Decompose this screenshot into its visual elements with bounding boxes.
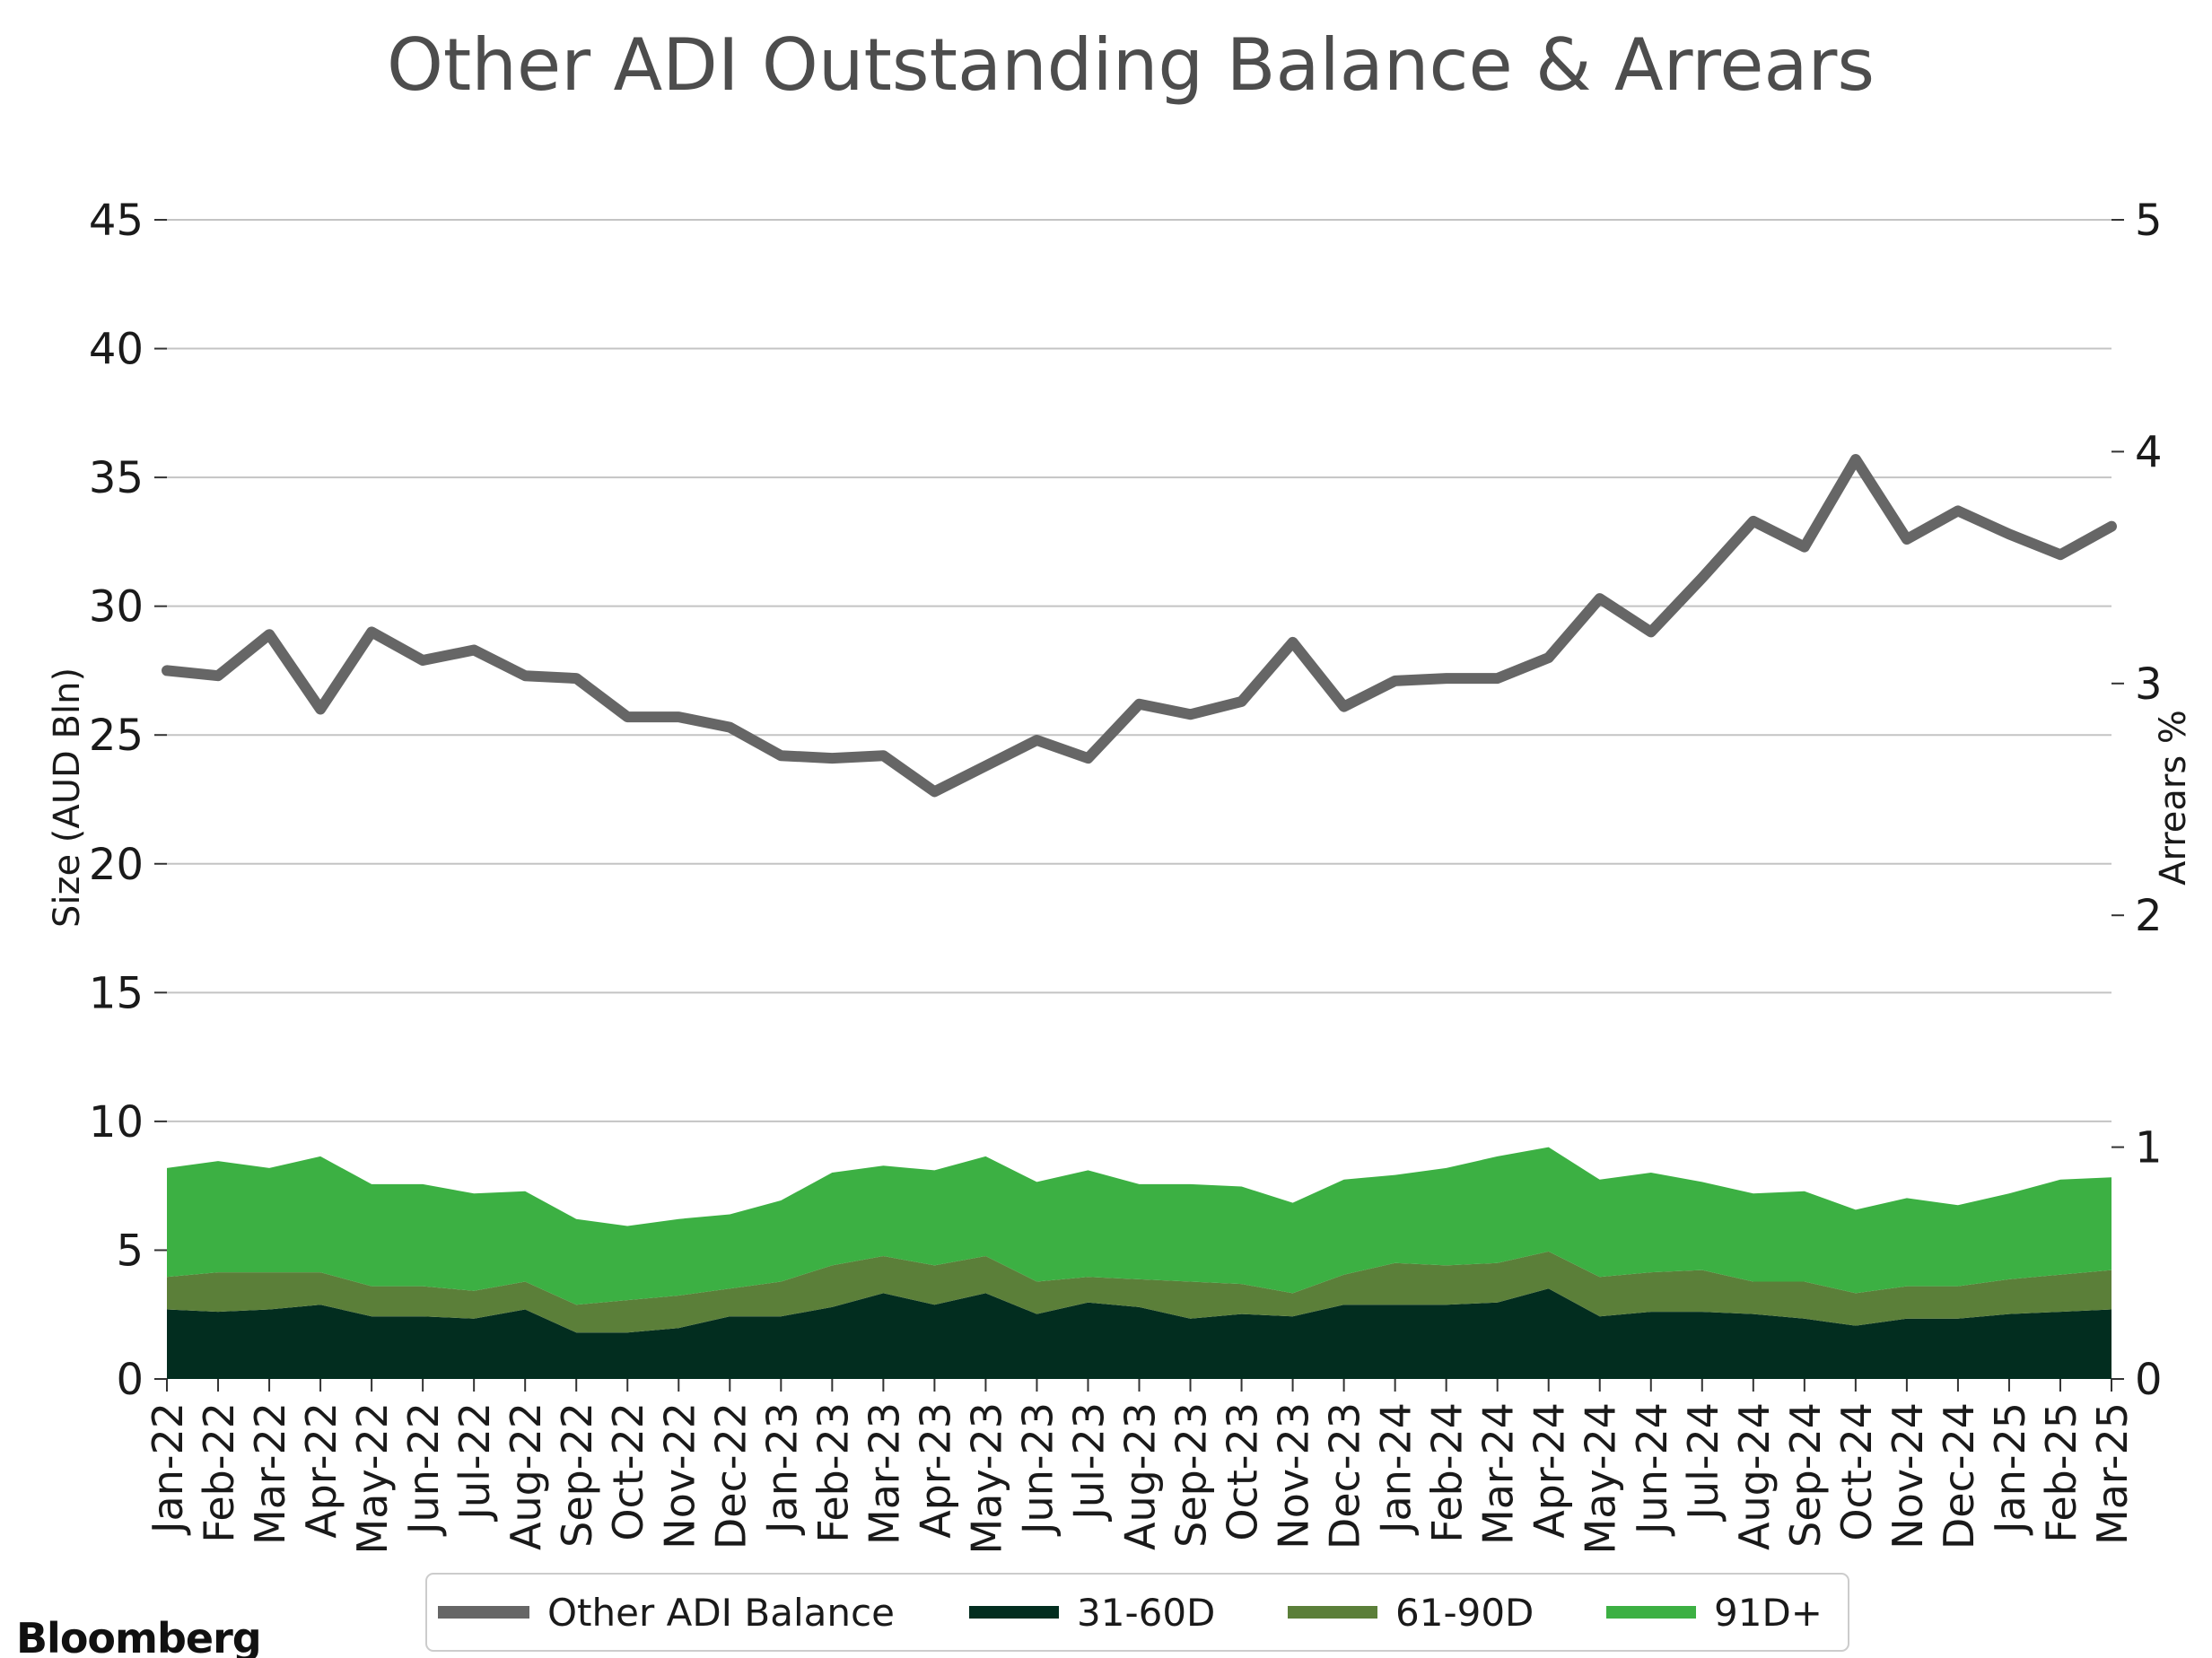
left-tick-label: 30: [89, 582, 144, 633]
balance-line: [162, 454, 2117, 798]
left-tick-label: 40: [89, 325, 144, 375]
x-tick-label: Oct-23: [1219, 1402, 1267, 1541]
legend-label-31-60d: 31-60D: [1077, 1591, 1215, 1635]
x-tick-label: Mar-23: [860, 1402, 908, 1545]
right-y-axis-ticks: 0 1 2 3 4 5: [2135, 196, 2163, 1405]
x-tick-label: Feb-23: [809, 1402, 857, 1543]
x-tick-label: Nov-24: [1884, 1402, 1932, 1549]
right-tick-label: 2: [2135, 891, 2163, 941]
x-tick-label: Oct-24: [1832, 1402, 1881, 1541]
balance-line-group: [162, 454, 2117, 798]
left-tick-label: 35: [89, 453, 144, 503]
left-y-axis-ticks: 0 5 10 15 20 25 30 35 40 45: [89, 196, 144, 1405]
bloomberg-logo: Bloomberg: [16, 1614, 261, 1658]
x-tick-label: Apr-24: [1526, 1402, 1574, 1539]
x-tick-label: Jul-23: [1065, 1402, 1114, 1523]
x-axis-ticks: Jan-22 Feb-22 Mar-22 Apr-22 May-22 Jun-22 Jul-…: [144, 1402, 2137, 1554]
x-tick-label: Feb-22: [195, 1402, 243, 1543]
area-series-91d-: [167, 1147, 2111, 1305]
x-tick-label: Sep-23: [1167, 1402, 1216, 1548]
x-tick-label: Apr-23: [911, 1402, 959, 1539]
x-tick-label: Jan-25: [1986, 1402, 2034, 1536]
left-tick-label: 0: [116, 1355, 144, 1405]
arrears-areas: [167, 1147, 2111, 1379]
x-tick-label: Sep-22: [553, 1402, 601, 1548]
x-tick-label: Jul-22: [450, 1402, 499, 1523]
x-tick-label: Jul-24: [1679, 1402, 1727, 1523]
right-tick-label: 5: [2135, 196, 2163, 246]
x-tick-label: Dec-24: [1935, 1402, 1983, 1549]
right-y-axis-label: Arrears %: [2153, 710, 2194, 886]
left-tick-label: 5: [116, 1226, 144, 1276]
x-tick-label: Aug-22: [502, 1402, 550, 1550]
x-tick-label: Dec-23: [1321, 1402, 1369, 1549]
x-tick-label: May-24: [1577, 1402, 1625, 1554]
x-tick-label: Apr-22: [297, 1402, 345, 1539]
left-y-axis-label: Size (AUD Bln): [47, 668, 88, 928]
area-series-61-90d: [167, 1251, 2111, 1333]
x-tick-label: Dec-22: [706, 1402, 755, 1549]
gridlines: [167, 219, 2111, 1252]
right-tick-label: 4: [2135, 427, 2163, 477]
x-tick-label: Jun-23: [1013, 1402, 1062, 1537]
x-tick-label: Jun-22: [399, 1402, 448, 1537]
x-tick-label: Feb-25: [2037, 1402, 2085, 1543]
legend-label-61-90d: 61-90D: [1395, 1591, 1534, 1635]
right-tick-label: 1: [2135, 1123, 2163, 1174]
legend: Other ADI Balance 31-60D 61-90D 91D+: [425, 1573, 1849, 1652]
x-tick-label: May-22: [348, 1402, 397, 1554]
area-series-31-60d: [167, 1288, 2111, 1379]
left-tick-label: 10: [89, 1097, 144, 1148]
x-tick-label: Nov-23: [1270, 1402, 1318, 1549]
x-tick-label: Jan-23: [757, 1402, 806, 1536]
left-tick-label: 20: [89, 840, 144, 890]
x-tick-label: Aug-24: [1730, 1402, 1779, 1550]
x-tick-label: Jan-24: [1372, 1402, 1421, 1536]
left-tick-label: 15: [89, 968, 144, 1018]
x-tick-label: Feb-24: [1423, 1402, 1472, 1543]
left-tick-label: 45: [89, 196, 144, 246]
chart-title: Other ADI Outstanding Balance & Arrears: [387, 23, 1875, 107]
x-tick-label: Mar-22: [246, 1402, 294, 1545]
legend-label-balance: Other ADI Balance: [547, 1591, 895, 1635]
x-tick-label: Jan-22: [144, 1402, 192, 1536]
x-tick-label: Nov-22: [655, 1402, 704, 1549]
right-tick-label: 3: [2135, 659, 2163, 710]
x-tick-label: Mar-24: [1474, 1402, 1523, 1545]
x-tick-label: Aug-23: [1116, 1402, 1165, 1550]
x-tick-label: May-23: [962, 1402, 1010, 1554]
axes: [154, 219, 2124, 1392]
x-tick-label: Mar-25: [2088, 1402, 2137, 1545]
x-tick-label: Oct-22: [604, 1402, 652, 1541]
right-tick-label: 0: [2135, 1355, 2163, 1405]
left-tick-label: 25: [89, 711, 144, 761]
x-tick-label: Jun-24: [1628, 1402, 1676, 1537]
x-tick-label: Sep-24: [1781, 1402, 1830, 1548]
legend-box: [425, 1573, 1849, 1652]
legend-label-91d: 91D+: [1714, 1591, 1823, 1635]
